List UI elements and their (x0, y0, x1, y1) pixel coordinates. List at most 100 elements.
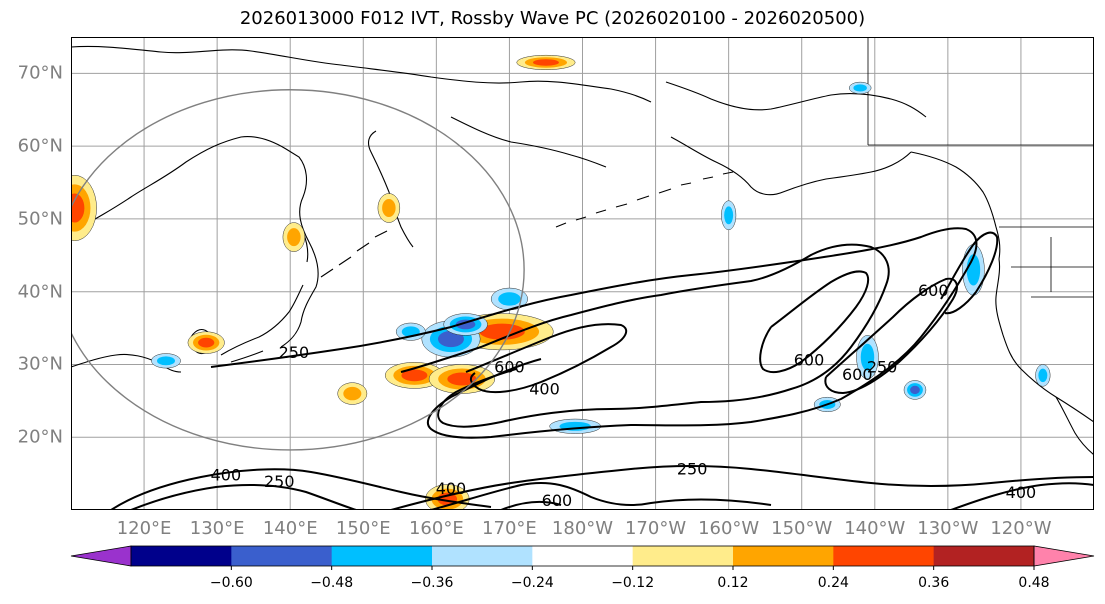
colorbar-segment-1 (231, 546, 333, 566)
map-panel: 250 600 400 600 600 250 600 400 250 400 600 250 400 (71, 37, 1094, 510)
colorbar-segment-6 (733, 546, 834, 566)
colorbar-segment-4 (532, 546, 634, 566)
colorbar-extend-low (70, 545, 132, 567)
colorbar-tick-label: −0.36 (410, 575, 454, 591)
colorbar-tick-label: −0.12 (611, 575, 655, 591)
contour-label: 250 (677, 459, 708, 478)
lon-label: 180°W (551, 518, 614, 539)
contour-label: 250 (279, 343, 310, 362)
alaska-coastline (665, 81, 927, 196)
contour-600-jet-a (465, 323, 628, 394)
colorbar-segment-5 (632, 546, 734, 566)
kuril-chain (320, 230, 388, 278)
contour-label: 250 (867, 358, 898, 377)
colorbar-segment-7 (833, 546, 935, 566)
anomaly-patch-4-level-2 (479, 323, 525, 340)
lat-label: 30°N (17, 353, 63, 375)
graticule (71, 37, 1094, 510)
lon-label: 150°W (771, 518, 833, 539)
contour-label: 600 (918, 281, 949, 300)
lon-label: 170°E (482, 518, 537, 539)
contour-label: 600 (842, 365, 873, 384)
lon-label: 120°W (990, 518, 1052, 539)
anomaly-patch-8-level-1 (382, 199, 396, 217)
contour-250-south-a (110, 468, 492, 510)
contour-600-south (500, 500, 562, 510)
lon-label: 140°E (262, 518, 318, 539)
rossby-wave-circle (71, 89, 525, 451)
lon-label: 140°W (844, 518, 906, 539)
colorbar-extend-high (1033, 545, 1095, 567)
siberia-north-coastline (71, 45, 652, 103)
contour-label: 600 (494, 358, 525, 377)
baja-coastline (1055, 396, 1094, 456)
anomaly-patch-2-level-2 (401, 369, 428, 382)
lat-label: 70°N (17, 62, 63, 84)
colorbar-tick-label: −0.48 (310, 575, 354, 591)
asia-coastline (71, 136, 319, 373)
chukotka-coastline (450, 116, 607, 168)
kamchatka-coastline (367, 130, 414, 248)
aleutian-chain (555, 171, 734, 228)
lon-label: 160°W (698, 518, 760, 539)
anomaly-patch-7-level-1 (287, 228, 301, 247)
colorbar-tick-label: 0.48 (1018, 575, 1050, 591)
contour-label: 400 (1006, 483, 1037, 502)
contour-600-jet-c (824, 277, 958, 395)
lon-label: 160°E (408, 518, 464, 539)
colorbar-outline (130, 545, 1035, 567)
anomaly-patch-10-level-2 (437, 330, 464, 348)
rossby-circle-outline (71, 89, 525, 451)
contour-label: 250 (264, 472, 295, 491)
colorbar-tick-label: 0.24 (817, 575, 849, 591)
anomaly-patch-3-level-2 (447, 372, 477, 386)
ivt-contours (110, 227, 1094, 510)
map-frame (71, 37, 1094, 510)
contour-label: 400 (211, 465, 242, 484)
contour-label: 400 (436, 479, 467, 498)
contour-250-south-b (390, 465, 1094, 510)
map-title: 2026013000 F012 IVT, Rossby Wave PC (202… (239, 8, 866, 29)
ivt-anomaly-shading (71, 54, 1051, 510)
contour-600-coast (940, 231, 999, 315)
anomaly-patch-14-level-1 (860, 343, 875, 371)
colorbar-tick-label: 0.36 (918, 575, 950, 591)
lon-label: 130°W (917, 518, 979, 539)
anomaly-patch-22-level-1 (853, 84, 867, 92)
contour-600-jet-b (759, 270, 870, 374)
anomaly-patch-15-level-2 (910, 385, 920, 395)
bc-coastline (910, 151, 1001, 260)
anomaly-patch-9-level-2 (532, 59, 559, 66)
colorbar-tick-label: −0.24 (510, 575, 554, 591)
contour-400-south-b (430, 481, 1094, 510)
colorbar-segment-8 (933, 546, 1035, 566)
contour-250-jet (210, 227, 978, 439)
anomaly-patch-19-level-1 (156, 356, 175, 366)
contour-label: 400 (529, 379, 560, 398)
colorbar-segment-0 (131, 546, 232, 566)
lon-label: 170°W (624, 518, 687, 539)
anomaly-patch-21-level-1 (1038, 368, 1048, 383)
lat-label: 50°N (17, 208, 63, 230)
contour-400-south-a (130, 483, 357, 510)
colorbar-tick-label: 0.12 (717, 575, 749, 591)
lon-label: 130°E (189, 518, 245, 539)
us-west-coastline (995, 258, 1094, 423)
colorbar-segment-2 (331, 546, 433, 566)
contour-label: 600 (542, 491, 573, 510)
lon-label: 120°E (116, 518, 172, 539)
colorbar (70, 545, 1095, 570)
contour-400-jet (400, 243, 890, 428)
lat-label: 40°N (17, 281, 63, 303)
anomaly-patch-6-level-1 (343, 386, 362, 401)
anomaly-patch-1-level-2 (198, 337, 215, 348)
colorbar-tick-label: −0.60 (209, 575, 253, 591)
lat-label: 20°N (17, 426, 63, 448)
anomaly-patch-12-level-1 (498, 292, 521, 306)
contour-label: 600 (794, 350, 825, 369)
anomaly-patch-17-level-1 (724, 206, 734, 225)
lat-label: 60°N (17, 135, 63, 157)
lon-label: 150°E (335, 518, 391, 539)
